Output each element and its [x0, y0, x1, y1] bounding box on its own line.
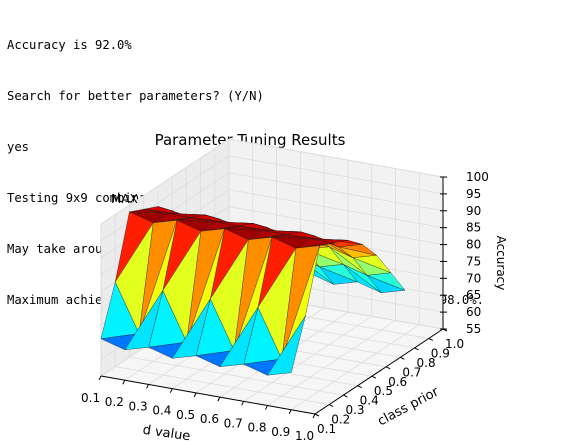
- z-axis-label: Accuracy: [494, 236, 508, 291]
- x-tick-label: 0.9: [271, 425, 290, 439]
- tick-mark: [343, 394, 348, 398]
- surface-facet: [172, 298, 211, 359]
- z-tick-label: 95: [466, 187, 481, 201]
- tick-mark: [400, 356, 405, 360]
- x-tick-label: 0.6: [200, 412, 219, 426]
- max-annotation: MAX: [111, 192, 138, 206]
- grid-line: [100, 138, 230, 225]
- z-tick-label: 55: [466, 322, 481, 336]
- z-tick-label: 100: [466, 170, 489, 184]
- surface-facet: [219, 307, 259, 367]
- y-tick-label: 0.2: [331, 413, 350, 427]
- tick-mark: [357, 385, 362, 389]
- z-tick-label: 65: [466, 288, 481, 302]
- x-tick-label: 0.4: [152, 404, 171, 418]
- z-tick-label: 70: [466, 271, 481, 285]
- tick-mark: [288, 409, 292, 415]
- surface-mesh: [100, 206, 406, 376]
- y-tick-label: 0.8: [417, 356, 436, 370]
- z-tick-label: 60: [466, 305, 481, 319]
- x-axis-label: d value: [142, 423, 192, 445]
- grid-line: [228, 206, 444, 245]
- chart-title: Parameter Tuning Results: [155, 131, 346, 149]
- grid-line: [228, 138, 444, 178]
- tick-mark: [217, 396, 221, 402]
- y-tick-label: 0.4: [360, 394, 379, 408]
- y-tick-label: 0.1: [317, 422, 336, 436]
- tick-mark: [146, 384, 150, 389]
- y-tick-label: 0.6: [388, 375, 407, 389]
- y-tick-label: 0.7: [402, 365, 421, 379]
- y-tick-label: 0.9: [431, 346, 450, 360]
- grid-line: [228, 155, 444, 195]
- x-tick-label: 0.2: [105, 395, 124, 409]
- tick-mark: [98, 375, 102, 381]
- grid-line: [267, 320, 396, 406]
- x-tick-label: 0.5: [176, 408, 195, 422]
- console-line: Accuracy is 92.0%: [7, 38, 132, 52]
- y-tick-label: 1.0: [445, 337, 464, 351]
- grid-line: [228, 189, 444, 229]
- tick-mark: [193, 392, 197, 398]
- x-tick-label: 0.1: [81, 391, 100, 405]
- x-tick-label: 0.7: [224, 416, 243, 430]
- y-tick-label: 0.3: [345, 403, 364, 417]
- x-tick-label: 1.0: [295, 429, 314, 443]
- x-tick-label: 0.3: [129, 399, 148, 413]
- axis-line: [100, 375, 316, 415]
- tick-mark: [312, 413, 316, 419]
- z-tick-label: 75: [466, 254, 481, 268]
- tick-mark: [122, 379, 126, 385]
- tick-mark: [241, 401, 245, 406]
- tick-mark: [328, 404, 334, 408]
- surface-facet: [124, 290, 163, 350]
- tick-mark: [314, 413, 320, 417]
- axis-ticks: 0.1 0.2 0.3 0.4 0.5 0.6 0.7 0.8 0.9 1.0 0.10.20.30…: [81, 170, 489, 443]
- grid-line: [100, 155, 230, 242]
- axis-line: [314, 328, 444, 415]
- console-line: yes: [7, 140, 30, 154]
- tick-mark: [371, 375, 377, 379]
- grid-line: [243, 316, 372, 402]
- surface-facet: [267, 315, 306, 376]
- grid-line: [115, 366, 330, 405]
- tick-mark: [169, 388, 173, 393]
- console-line: Search for better parameters? (Y/N): [7, 89, 264, 103]
- grid-line: [129, 356, 344, 396]
- tick-mark: [385, 366, 391, 370]
- z-tick-label: 85: [466, 221, 481, 235]
- grid-line: [228, 172, 444, 212]
- z-tick-label: 80: [466, 238, 481, 252]
- grid-line: [291, 324, 420, 411]
- y-tick-label: 0.5: [374, 384, 393, 398]
- x-tick-label: 0.8: [247, 421, 266, 435]
- z-tick-label: 90: [466, 204, 481, 218]
- tick-mark: [264, 405, 268, 410]
- tick-mark: [428, 337, 434, 341]
- tick-mark: [414, 347, 419, 351]
